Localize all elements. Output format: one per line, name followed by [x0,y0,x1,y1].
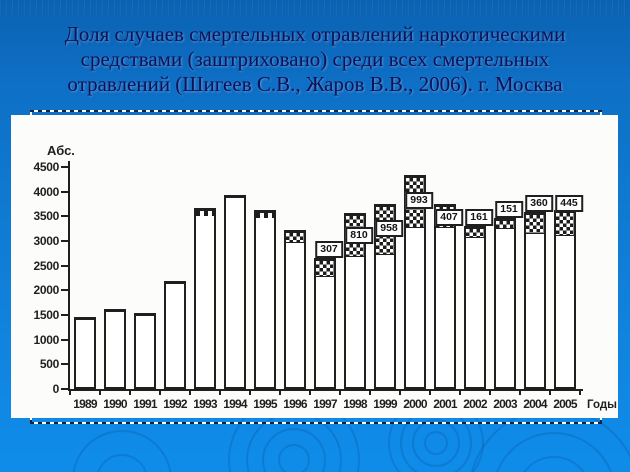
y-axis-line [68,161,70,391]
x-axis-title: Годы [587,399,617,411]
y-tick [61,240,69,242]
hatched-cap-1993 [196,211,214,216]
x-tick-label-1995: 1995 [253,397,277,411]
x-tick [129,389,131,395]
y-tick [61,363,69,366]
slide-title-line2: средствами (заштриховано) среди всех сме… [80,47,550,71]
value-label-1998: 810 [345,227,373,244]
x-tick-label-2000: 2000 [403,397,427,411]
x-tick [99,389,101,395]
bar-1991 [134,313,156,389]
x-tick-label-1998: 1998 [343,397,367,411]
x-tick [219,389,221,395]
x-tick [249,389,251,395]
hatched-cap-2003 [496,221,514,229]
y-tick [61,215,69,218]
y-tick-label: 1500 [33,308,60,322]
x-tick [69,389,71,395]
value-label-2002: 161 [465,209,493,226]
value-label-2000: 993 [405,192,433,209]
y-tick-label: 3000 [33,234,60,248]
hatched-cap-1997 [316,261,334,277]
bar-1994 [224,195,246,389]
value-label-2005: 445 [555,195,583,212]
bar-1992 [164,281,186,389]
x-tick [459,389,461,395]
y-tick-label: 3500 [33,209,60,224]
x-tick-label-2001: 2001 [433,397,457,411]
x-tick [159,389,161,395]
value-label-2004: 360 [525,195,553,212]
x-tick-label-1991: 1991 [133,397,157,411]
x-tick-label-2003: 2003 [493,397,517,411]
x-tick [489,389,491,395]
bar-2002 [464,226,486,389]
x-tick-label-1989: 1989 [73,397,97,411]
bar-2005 [554,210,576,389]
top-stripe-texture [0,0,630,15]
x-tick [519,389,521,395]
y-tick-label: 2500 [33,258,60,273]
bar-1998 [344,213,366,389]
hatched-cap-1996 [286,233,304,243]
x-tick [549,389,551,395]
bar-1989 [74,317,96,389]
bar-1999 [374,204,396,389]
hatched-cap-2002 [466,229,484,238]
slide-title-line1: Доля случаев смертельных отравлений нарк… [64,22,566,46]
y-tick-label: 1000 [33,332,60,347]
x-axis-line [68,389,583,391]
x-tick [309,389,311,395]
slide-title: Доля случаев смертельных отравлений нарк… [20,22,610,97]
x-tick-label-1990: 1990 [103,397,127,411]
y-tick-label: 4000 [33,184,60,199]
hatched-cap-2005 [556,213,574,236]
x-tick-label-1999: 1999 [373,397,397,411]
bar-2001 [434,204,456,389]
y-tick-label: 500 [39,357,59,372]
slide-title-line3: отравлений (Шигеев С.В., Жаров В.В., 200… [67,72,563,96]
value-label-1997: 307 [315,241,343,258]
x-tick-label-1997: 1997 [313,397,337,411]
x-tick-label-1994: 1994 [223,397,247,411]
x-tick-label-1993: 1993 [193,397,217,411]
hatched-cap-2004 [526,215,544,234]
x-tick [369,389,371,395]
bar-1997 [314,258,336,389]
value-label-1999: 958 [375,220,403,237]
x-tick [399,389,401,395]
bar-2004 [524,212,546,389]
y-tick [61,166,69,168]
x-tick [429,389,431,395]
y-tick [61,190,69,193]
x-tick-label-2002: 2002 [463,397,487,411]
bar-1993 [194,208,216,389]
y-tick [61,338,69,341]
y-tick-label: 4500 [33,160,60,174]
value-label-2001: 407 [435,209,463,226]
bar-1996 [284,230,306,389]
x-tick-label-2004: 2004 [523,397,547,411]
hatched-cap-1995 [256,213,274,218]
bar-2000 [404,175,426,389]
x-tick-label-1996: 1996 [283,397,307,411]
bar-1990 [104,309,126,389]
x-tick [189,389,191,395]
bar-2003 [494,218,516,389]
x-tick [339,389,341,395]
chart-image[interactable]: Абс. Годы 0 500 1000 1500 2000 2500 3000 3500 40… [11,115,618,418]
x-tick [579,389,581,395]
y-tick [61,289,69,292]
y-tick [61,264,69,267]
bar-1995 [254,210,276,389]
x-tick-label-1992: 1992 [163,397,187,411]
x-tick-label-2005: 2005 [553,397,577,411]
y-axis-title: Абс. [47,143,75,158]
y-tick-label: 2000 [33,283,60,298]
value-label-2003: 151 [495,201,523,218]
x-tick [279,389,281,395]
y-tick [61,388,69,390]
y-tick-label: 0 [52,382,60,396]
y-tick [61,314,69,316]
